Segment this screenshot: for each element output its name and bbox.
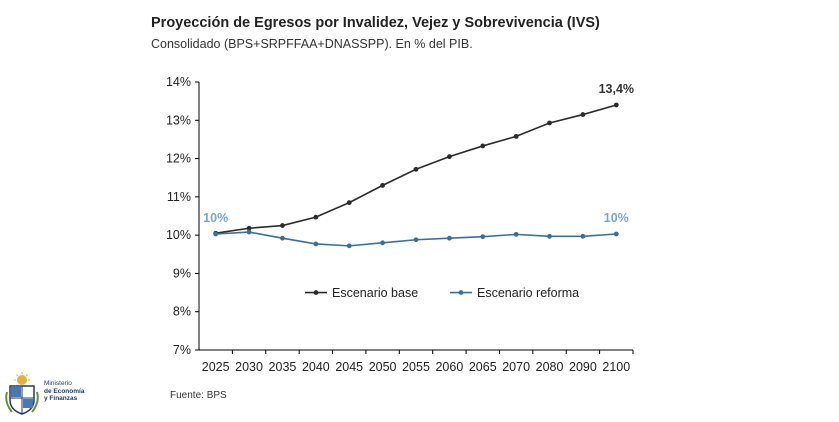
y-tick-label: 11%: [167, 190, 191, 204]
data-point: [446, 154, 452, 160]
data-point: [413, 166, 419, 172]
coat-of-arms-icon: [5, 372, 39, 415]
x-tick-label: 2070: [502, 360, 530, 374]
data-point: [547, 233, 552, 239]
data-point: [613, 231, 619, 237]
data-label: 10%: [604, 211, 629, 225]
x-tick-label: 2035: [269, 360, 297, 374]
y-tick-label: 7%: [173, 343, 191, 357]
data-point: [346, 243, 352, 249]
data-point: [280, 235, 285, 241]
y-tick-label: 12%: [166, 152, 191, 166]
data-point: [213, 231, 219, 237]
data-point: [280, 223, 285, 228]
data-point: [613, 102, 619, 108]
data-point: [547, 120, 552, 126]
y-tick-label: 13%: [166, 113, 191, 127]
x-tick-label: 2045: [335, 360, 363, 374]
data-point: [346, 200, 352, 206]
data-point: [580, 112, 586, 117]
y-tick-label: 8%: [173, 305, 191, 319]
x-tick-label: 2040: [302, 360, 330, 374]
legend-label: Escenario base: [332, 286, 418, 300]
data-point: [513, 133, 519, 139]
x-tick-label: 2060: [435, 360, 463, 374]
legend-marker: [458, 290, 464, 295]
data-point: [246, 229, 252, 235]
x-tick-label: 2030: [235, 360, 263, 374]
x-tick-label: 2100: [602, 360, 630, 374]
chart-title: Proyección de Egresos por Invalidez, Vej…: [151, 15, 600, 31]
x-tick-label: 2090: [569, 360, 597, 374]
x-tick-label: 2055: [402, 360, 430, 374]
data-point: [380, 182, 386, 188]
legend-marker: [313, 290, 319, 295]
x-tick-label: 2050: [369, 360, 397, 374]
data-point: [246, 225, 252, 231]
data-label: 10%: [203, 211, 228, 225]
data-point: [380, 240, 386, 246]
data-point: [413, 237, 419, 243]
data-point: [513, 231, 519, 237]
data-point: [580, 233, 586, 239]
x-tick-label: 2065: [469, 360, 497, 374]
data-point: [313, 214, 319, 220]
y-tick-label: 10%: [166, 228, 191, 242]
y-tick-label: 9%: [173, 266, 191, 280]
data-point: [313, 241, 319, 247]
data-point: [480, 234, 486, 240]
x-tick-label: 2025: [202, 360, 230, 374]
source-note: Fuente: BPS: [170, 390, 227, 401]
ministry-logo: Ministerio de Economía y Finanzas: [4, 372, 124, 416]
data-point: [480, 143, 486, 149]
data-point: [446, 235, 452, 241]
data-label: 13,4%: [599, 82, 634, 96]
legend-label: Escenario reforma: [477, 286, 579, 300]
x-tick-label: 2080: [536, 360, 564, 374]
y-tick-label: 14%: [166, 75, 191, 89]
chart-subtitle: Consolidado (BPS+SRPFFAA+DNASSPP). En % …: [151, 37, 473, 51]
ministry-name: Ministerio de Economía y Finanzas: [44, 380, 85, 402]
